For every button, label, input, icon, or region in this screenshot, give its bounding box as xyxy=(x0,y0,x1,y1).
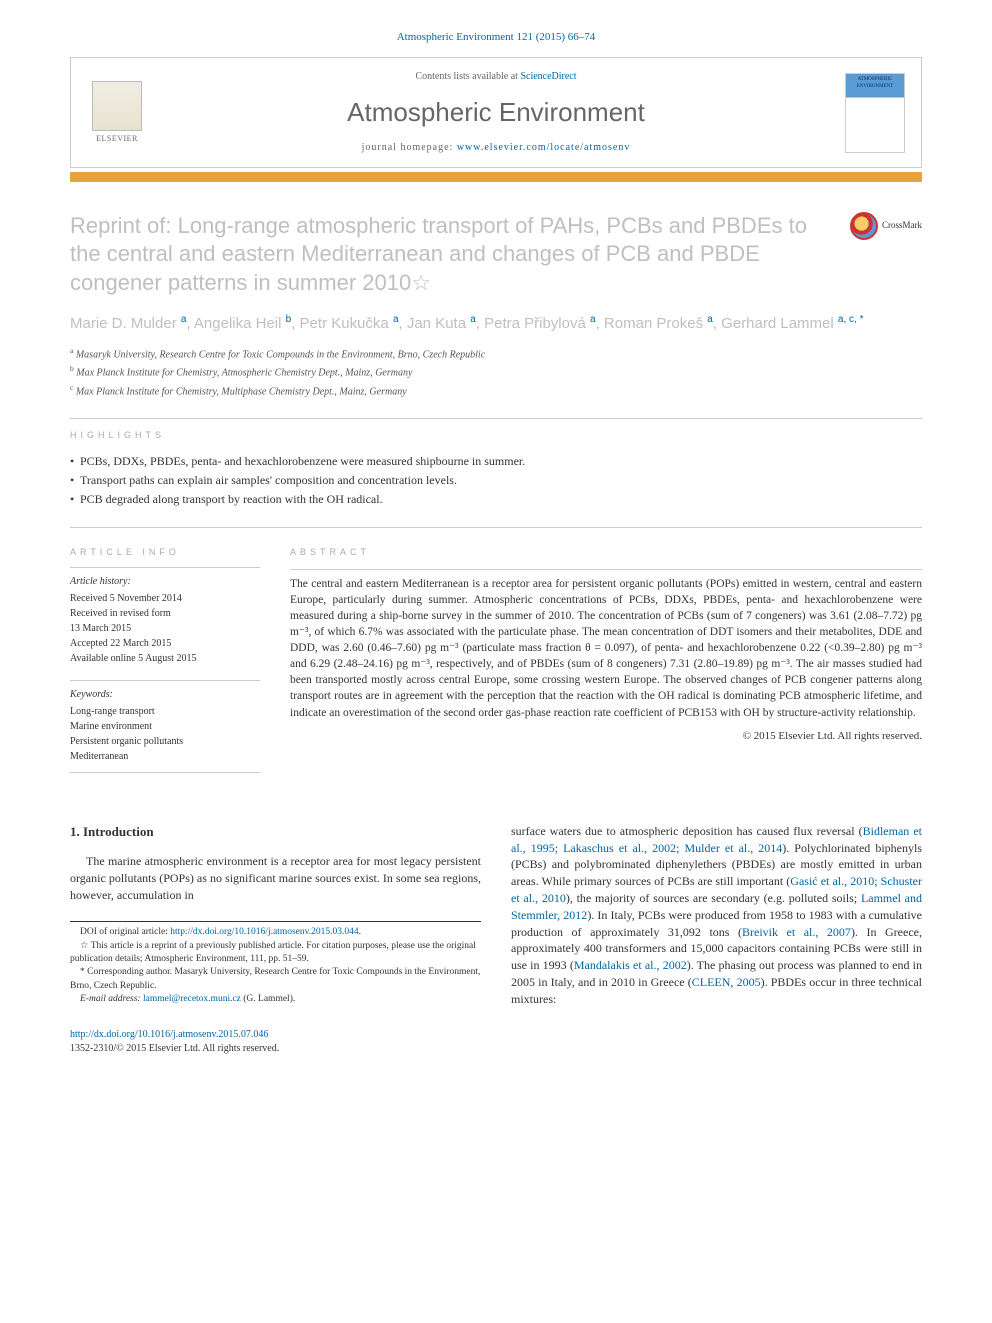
citation-link[interactable]: Breivik et al., 2007 xyxy=(742,925,851,939)
footnote-email: E-mail address: lammel@recetox.muni.cz (… xyxy=(70,993,481,1006)
history-line: Received 5 November 2014 xyxy=(70,591,260,606)
affiliation-line: a Masaryk University, Research Centre fo… xyxy=(70,345,922,363)
keyword-line: Persistent organic pollutants xyxy=(70,734,260,749)
footnotes: DOI of original article: http://dx.doi.o… xyxy=(70,921,481,1006)
article-title: Reprint of: Long-range atmospheric trans… xyxy=(70,212,830,298)
homepage-link[interactable]: www.elsevier.com/locate/atmosenv xyxy=(457,142,631,153)
keywords-label: Keywords: xyxy=(70,687,260,702)
history-label: Article history: xyxy=(70,574,260,589)
divider xyxy=(70,527,922,528)
email-label: E-mail address: xyxy=(80,994,143,1004)
email-name: (G. Lammel). xyxy=(241,994,295,1004)
authors: Marie D. Mulder a, Angelika Heil b, Petr… xyxy=(70,312,922,336)
contents-prefix: Contents lists available at xyxy=(415,71,520,82)
crossmark-badge[interactable]: CrossMark xyxy=(850,212,922,240)
keyword-line: Mediterranean xyxy=(70,749,260,764)
contents-line: Contents lists available at ScienceDirec… xyxy=(147,70,845,84)
keyword-line: Long-range transport xyxy=(70,704,260,719)
affiliations: a Masaryk University, Research Centre fo… xyxy=(70,345,922,400)
elsevier-tree-icon xyxy=(92,81,142,131)
abstract-column: ABSTRACT The central and eastern Mediter… xyxy=(290,546,922,773)
divider xyxy=(70,418,922,419)
affiliation-line: c Max Planck Institute for Chemistry, Mu… xyxy=(70,382,922,400)
citation-link[interactable]: Lammel and Stemmler, 2012 xyxy=(511,891,922,922)
abstract-label: ABSTRACT xyxy=(290,546,922,559)
history-line: 13 March 2015 xyxy=(70,621,260,636)
elsevier-logo: ELSEVIER xyxy=(87,78,147,148)
history-line: Accepted 22 March 2015 xyxy=(70,636,260,651)
footnote-reprint: ☆ This article is a reprint of a previou… xyxy=(70,940,481,967)
journal-header: ELSEVIER Contents lists available at Sci… xyxy=(70,57,922,167)
section-heading: 1. Introduction xyxy=(70,823,481,841)
intro-para-left: The marine atmospheric environment is a … xyxy=(70,853,481,903)
article-info-label: ARTICLE INFO xyxy=(70,546,260,559)
citation-link[interactable]: Mandalakis et al., 2002 xyxy=(574,958,687,972)
article-info: ARTICLE INFO Article history: Received 5… xyxy=(70,546,260,773)
journal-name: Atmospheric Environment xyxy=(147,94,845,130)
footnote-doi: DOI of original article: http://dx.doi.o… xyxy=(70,926,481,939)
top-citation: Atmospheric Environment 121 (2015) 66–74 xyxy=(70,30,922,45)
crossmark-icon xyxy=(850,212,878,240)
journal-cover-thumb: ATMOSPHERIC ENVIRONMENT xyxy=(845,73,905,153)
keywords-block: Keywords: Long-range transportMarine env… xyxy=(70,680,260,773)
issn-copyright: 1352-2310/© 2015 Elsevier Ltd. All right… xyxy=(70,1043,279,1054)
footnote-corresponding: * Corresponding author. Masaryk Universi… xyxy=(70,966,481,993)
article-doi-link[interactable]: http://dx.doi.org/10.1016/j.atmosenv.201… xyxy=(70,1029,268,1040)
affiliation-line: b Max Planck Institute for Chemistry, At… xyxy=(70,363,922,381)
email-link[interactable]: lammel@recetox.muni.cz xyxy=(143,994,241,1004)
keyword-line: Marine environment xyxy=(70,719,260,734)
abstract-text: The central and eastern Mediterranean is… xyxy=(290,569,922,721)
highlight-item: Transport paths can explain air samples'… xyxy=(70,471,922,490)
right-column: surface waters due to atmospheric deposi… xyxy=(511,823,922,1008)
body-content: 1. Introduction The marine atmospheric e… xyxy=(70,823,922,1008)
highlights: PCBs, DDXs, PBDEs, penta- and hexachloro… xyxy=(70,452,922,510)
highlights-label: HIGHLIGHTS xyxy=(70,429,922,442)
homepage-prefix: journal homepage: xyxy=(362,142,457,153)
sciencedirect-link[interactable]: ScienceDirect xyxy=(520,71,576,82)
footnote-doi-label: DOI of original article: xyxy=(80,927,170,937)
article-history: Article history: Received 5 November 201… xyxy=(70,567,260,666)
crossmark-label: CrossMark xyxy=(882,219,922,232)
accent-bar xyxy=(70,172,922,182)
history-line: Available online 5 August 2015 xyxy=(70,651,260,666)
highlight-item: PCB degraded along transport by reaction… xyxy=(70,490,922,509)
left-column: 1. Introduction The marine atmospheric e… xyxy=(70,823,481,1008)
original-doi-link[interactable]: http://dx.doi.org/10.1016/j.atmosenv.201… xyxy=(170,927,358,937)
copyright: © 2015 Elsevier Ltd. All rights reserved… xyxy=(290,729,922,744)
intro-para-right: surface waters due to atmospheric deposi… xyxy=(511,823,922,1008)
citation-link[interactable]: Bidleman et al., 1995; Lakaschus et al.,… xyxy=(511,824,922,855)
highlight-item: PCBs, DDXs, PBDEs, penta- and hexachloro… xyxy=(70,452,922,471)
history-line: Received in revised form xyxy=(70,606,260,621)
elsevier-label: ELSEVIER xyxy=(96,133,138,144)
homepage-line: journal homepage: www.elsevier.com/locat… xyxy=(147,141,845,155)
page-footer: http://dx.doi.org/10.1016/j.atmosenv.201… xyxy=(70,1028,922,1056)
citation-link[interactable]: CLEEN, 2005 xyxy=(692,975,761,989)
